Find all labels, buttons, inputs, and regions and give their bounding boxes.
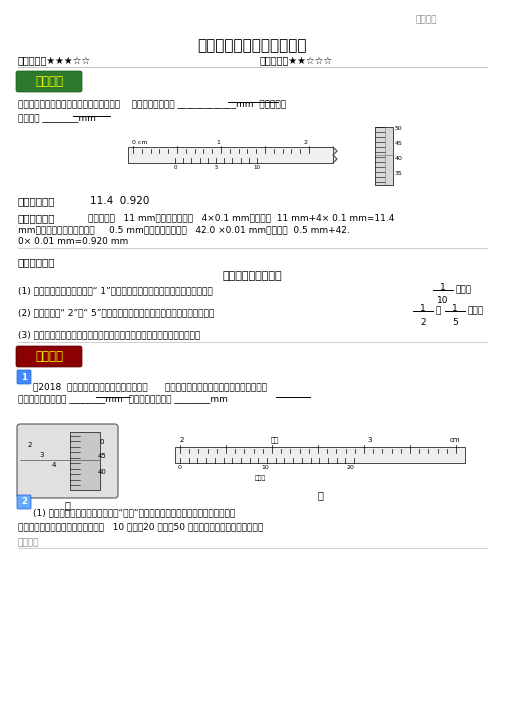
Text: 45: 45: [97, 453, 107, 459]
Text: 甲: 甲: [64, 500, 70, 510]
Text: 【知识补给】: 【知识补给】: [18, 257, 56, 267]
Text: 主尺: 主尺: [271, 436, 279, 443]
Text: 【参考答案】: 【参考答案】: [18, 196, 56, 206]
Text: 主尺读数为   11 mm，游标尺读数为   4×0.1 mm，读数为  11 mm+4× 0.1 mm=11.4: 主尺读数为 11 mm，游标尺读数为 4×0.1 mm，读数为 11 mm+4×…: [88, 213, 394, 222]
Text: (3) 欧姆表只是粗略测量电阱，误差较大，一般不估读，一定要乘以倍率。: (3) 欧姆表只是粗略测量电阱，误差较大，一般不估读，一定要乘以倍率。: [18, 330, 200, 339]
Text: 0 cm: 0 cm: [132, 140, 147, 145]
Text: 2: 2: [304, 140, 308, 145]
Text: 1: 1: [440, 283, 446, 292]
Text: 10: 10: [254, 165, 261, 170]
Text: 学霹推荐: 学霹推荐: [35, 349, 63, 363]
FancyBboxPatch shape: [17, 370, 31, 384]
Bar: [175, 447, 465, 463]
Text: 0× 0.01 mm=0.920 mm: 0× 0.01 mm=0.920 mm: [18, 237, 128, 246]
Text: 2: 2: [420, 318, 426, 327]
Text: 【试题解析】: 【试题解析】: [18, 213, 56, 223]
Text: 感谢聊听: 感谢聊听: [415, 15, 436, 24]
Text: 2: 2: [21, 498, 27, 506]
Text: mm，螺旋测微器主尺读数为     0.5 mm，可动刻度示数为   42.0 ×0.01 mm，读数为  0.5 mm+42.: mm，螺旋测微器主尺读数为 0.5 mm，可动刻度示数为 42.0 ×0.01 …: [18, 225, 350, 234]
Text: 乙: 乙: [317, 490, 323, 500]
Bar: [128, 147, 333, 163]
Text: 游标尺: 游标尺: [255, 475, 266, 481]
FancyBboxPatch shape: [16, 71, 82, 92]
Text: 10: 10: [437, 296, 449, 305]
Text: 2: 2: [180, 437, 184, 443]
Text: (2) 最小分度是“ 2”或“ 5”的电表，测量误差出现在同一位，同一位分别按: (2) 最小分度是“ 2”或“ 5”的电表，测量误差出现在同一位，同一位分别按: [18, 308, 214, 317]
Text: 50: 50: [395, 126, 403, 131]
FancyBboxPatch shape: [17, 495, 31, 509]
Text: 3: 3: [40, 452, 44, 458]
Text: 0: 0: [100, 439, 104, 445]
Text: 45: 45: [395, 141, 403, 146]
Text: 10: 10: [261, 465, 269, 470]
Text: (1) 新式游标卡尺的刻线看起来很“稀疏”，使得读数显得清晰明了，便于使用者正: (1) 新式游标卡尺的刻线看起来很“稀疏”，使得读数显得清晰明了，便于使用者正: [33, 508, 235, 517]
FancyBboxPatch shape: [17, 424, 118, 498]
Text: 1: 1: [452, 304, 458, 313]
Text: 35: 35: [395, 171, 403, 176]
Text: 读出下图中游标卡尺和螺旋测微器的读数，    游标卡尺的读数为 _____________mm  螺旋测微器: 读出下图中游标卡尺和螺旋测微器的读数， 游标卡尺的读数为 ___________…: [18, 100, 286, 109]
Text: 实验仪器的读数方法: 实验仪器的读数方法: [222, 271, 282, 281]
Text: 1: 1: [216, 140, 220, 145]
Bar: [70, 432, 100, 490]
Text: 5: 5: [214, 165, 218, 170]
Text: 4: 4: [52, 462, 56, 468]
Bar: [375, 127, 393, 185]
Text: 0: 0: [178, 465, 182, 470]
Text: 0: 0: [173, 165, 177, 170]
Text: 3: 3: [368, 437, 372, 443]
Text: 2: 2: [28, 442, 32, 448]
Text: 确读取数据。通常游标卡尺的刻度有   10 分度、20 分度、50 分度三种规格；新式游标卡尺也: 确读取数据。通常游标卡尺的刻度有 10 分度、20 分度、50 分度三种规格；新…: [18, 522, 263, 531]
Text: 感谢聊听: 感谢聊听: [18, 538, 39, 547]
Text: 1: 1: [21, 373, 27, 381]
Text: （2018  山东省烟台市高三期末自主练习）      读出下图中螺旋测微器和游标卡尺的读数。: （2018 山东省烟台市高三期末自主练习） 读出下图中螺旋测微器和游标卡尺的读数…: [33, 382, 267, 391]
Text: 1: 1: [420, 304, 426, 313]
Text: 螺旋测微器的读数为 ________mm  游标卡尺的读数为 ________mm: 螺旋测微器的读数为 ________mm 游标卡尺的读数为 ________mm: [18, 395, 228, 404]
Text: 5: 5: [452, 318, 458, 327]
Text: 典例在线: 典例在线: [35, 74, 63, 88]
Text: 难易程度：★★☆☆☆: 难易程度：★★☆☆☆: [260, 56, 333, 66]
Text: (1) 十分之一法：最小分度是“ 1”的电表，测量误差出现在下一位，下一位按: (1) 十分之一法：最小分度是“ 1”的电表，测量误差出现在下一位，下一位按: [18, 286, 213, 295]
Text: 估读；: 估读；: [467, 306, 483, 316]
Text: 估读；: 估读；: [455, 286, 471, 294]
Text: 20: 20: [346, 465, 354, 470]
Text: 40: 40: [395, 156, 403, 161]
Text: cm: cm: [449, 437, 461, 443]
Text: 电学实验仪器的使用与读数: 电学实验仪器的使用与读数: [197, 38, 307, 53]
Text: 11.4  0.920: 11.4 0.920: [90, 196, 149, 206]
Text: 或: 或: [435, 306, 440, 316]
Text: 高考频度：★★★☆☆: 高考频度：★★★☆☆: [18, 56, 91, 66]
Text: 40: 40: [97, 469, 107, 475]
FancyBboxPatch shape: [16, 346, 82, 367]
Text: 的读数为 ________mm: 的读数为 ________mm: [18, 114, 96, 123]
